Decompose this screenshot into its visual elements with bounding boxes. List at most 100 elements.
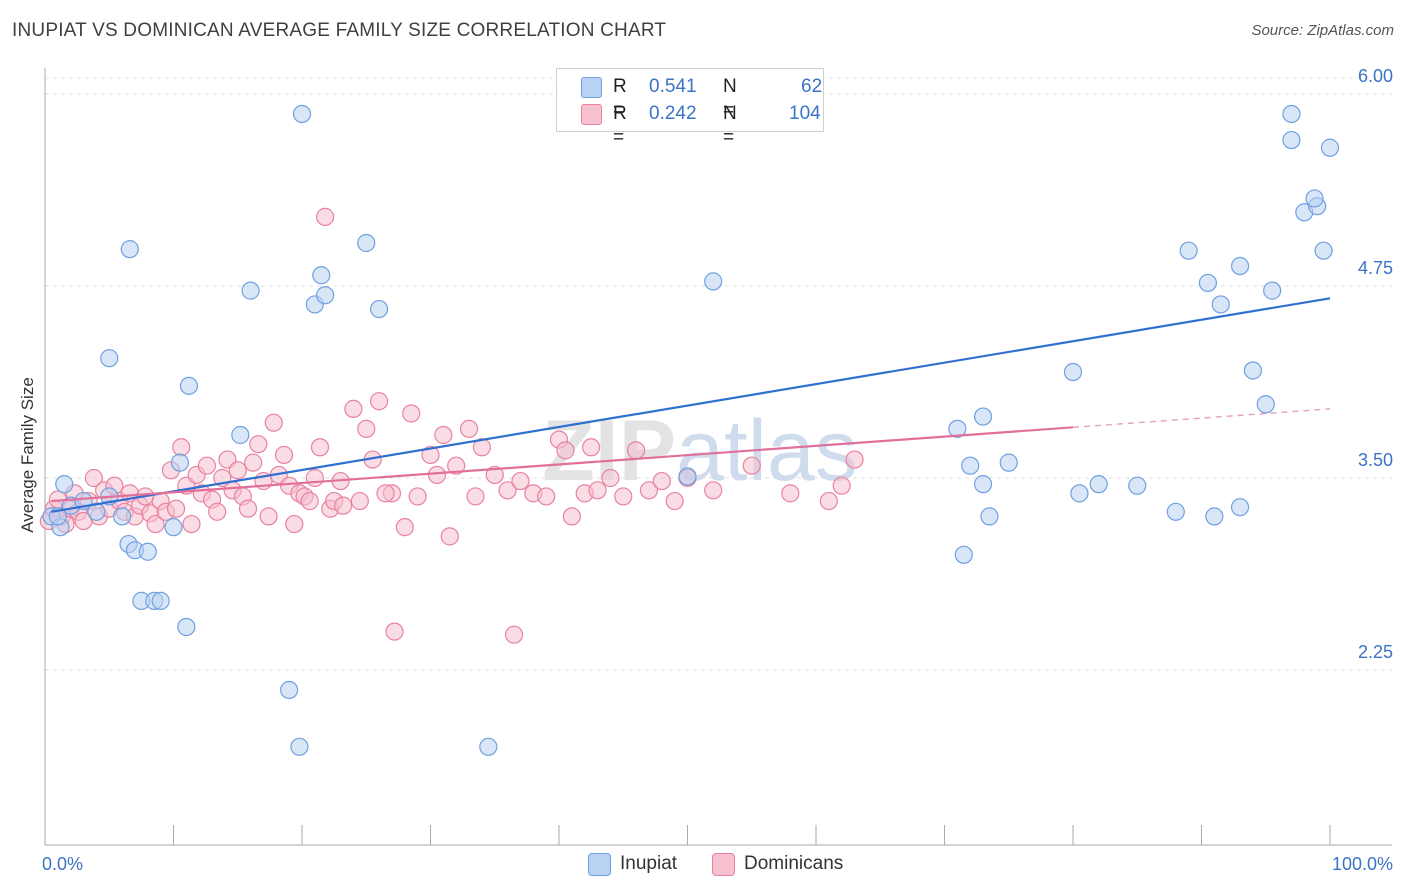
y-tick-labels: 2.25 3.50 4.75 6.00 xyxy=(1358,66,1393,662)
data-point xyxy=(1198,273,1218,293)
legend-n-value: 62 xyxy=(801,76,823,97)
data-point xyxy=(961,456,980,475)
data-point xyxy=(274,445,294,465)
data-point xyxy=(402,404,421,423)
data-point xyxy=(177,617,196,637)
data-point xyxy=(954,545,973,564)
data-point xyxy=(614,487,633,506)
trend-line-dominicans xyxy=(51,426,1074,503)
bottom-legend-swatch-dominicans xyxy=(712,853,735,876)
y-axis-label: Average Family Size xyxy=(18,377,37,533)
chart-title: INUPIAT VS DOMINICAN AVERAGE FAMILY SIZE… xyxy=(12,20,667,41)
data-point xyxy=(819,491,838,511)
legend-r-value: 0.242 xyxy=(649,103,697,124)
data-point xyxy=(466,487,485,506)
data-point xyxy=(479,737,498,756)
data-point xyxy=(264,413,283,432)
legend-n-label: N = xyxy=(723,76,737,121)
data-point xyxy=(259,507,278,526)
data-point xyxy=(1089,475,1108,494)
data-point xyxy=(639,481,659,500)
data-point xyxy=(244,453,263,472)
data-point xyxy=(84,468,103,488)
data-point xyxy=(290,737,309,756)
data-point xyxy=(1282,104,1301,124)
data-point xyxy=(249,435,268,454)
legend-r-label: R = xyxy=(613,103,627,148)
trend-lines xyxy=(51,297,1331,513)
data-point xyxy=(440,527,459,546)
data-point xyxy=(973,407,993,426)
legend-n-value: 104 xyxy=(789,103,821,124)
data-point xyxy=(357,419,376,438)
data-point xyxy=(182,514,201,534)
data-point xyxy=(652,471,671,491)
source-label: Source: ZipAtlas.com xyxy=(1251,22,1394,39)
data-point xyxy=(781,484,800,503)
data-point xyxy=(1243,361,1263,380)
data-point xyxy=(742,456,761,475)
data-point xyxy=(1263,281,1282,300)
data-point xyxy=(447,456,466,475)
y-tick-label: 2.25 xyxy=(1358,642,1393,662)
y-tick-label: 6.00 xyxy=(1358,66,1393,86)
data-point xyxy=(601,468,620,488)
correlation-legend: R = 0.541 N = 62 R = 0.242 N = 104 xyxy=(556,68,824,148)
data-point xyxy=(310,438,330,457)
data-point xyxy=(845,450,864,469)
data-point xyxy=(197,456,217,475)
data-point xyxy=(231,425,250,445)
data-point xyxy=(334,496,353,515)
data-point xyxy=(238,499,258,518)
data-point xyxy=(305,468,324,488)
data-point xyxy=(151,591,170,610)
legend-n-label: N = xyxy=(723,103,737,148)
data-point xyxy=(138,542,157,561)
data-point xyxy=(704,272,723,291)
data-point xyxy=(498,481,517,500)
data-point xyxy=(485,465,504,485)
data-point xyxy=(588,481,607,500)
legend-r-value: 0.541 xyxy=(649,76,697,97)
data-point xyxy=(285,514,304,534)
trend-line-dominicans-extension xyxy=(1072,408,1331,429)
data-point xyxy=(1230,256,1250,276)
data-point xyxy=(1320,138,1340,157)
data-point xyxy=(1166,502,1185,521)
x-tick-label-max: 100.0% xyxy=(1332,854,1393,874)
bottom-legend-swatch-inupiat xyxy=(588,853,611,876)
data-point xyxy=(395,518,414,537)
data-point xyxy=(1211,295,1230,314)
watermark-atlas: atlas xyxy=(676,403,858,499)
data-point xyxy=(562,507,581,526)
y-tick-label: 4.75 xyxy=(1358,258,1393,278)
data-point xyxy=(421,445,440,465)
data-point xyxy=(1179,241,1198,260)
data-point xyxy=(164,518,183,537)
gridlines xyxy=(45,77,1392,671)
data-point xyxy=(316,286,335,305)
data-point xyxy=(208,502,227,521)
data-point xyxy=(376,484,395,503)
data-point xyxy=(1282,130,1301,150)
data-point xyxy=(170,453,190,472)
x-tick-label-min: 0.0% xyxy=(42,854,83,874)
data-point xyxy=(832,476,851,495)
data-point xyxy=(1305,189,1324,208)
legend-r-label: R = xyxy=(613,76,627,121)
data-point xyxy=(316,207,335,226)
data-point xyxy=(678,467,697,486)
data-point xyxy=(300,491,319,511)
data-point xyxy=(179,376,199,395)
data-point xyxy=(1256,395,1275,414)
data-point xyxy=(1314,241,1333,260)
data-point xyxy=(556,441,575,460)
legend-swatch-dominicans xyxy=(581,104,602,125)
bottom-legend-label-inupiat: Inupiat xyxy=(620,853,678,874)
data-point xyxy=(241,281,260,300)
data-point xyxy=(350,491,369,511)
data-point xyxy=(55,475,74,494)
data-point xyxy=(582,438,601,457)
legend-swatch-inupiat xyxy=(581,77,602,98)
